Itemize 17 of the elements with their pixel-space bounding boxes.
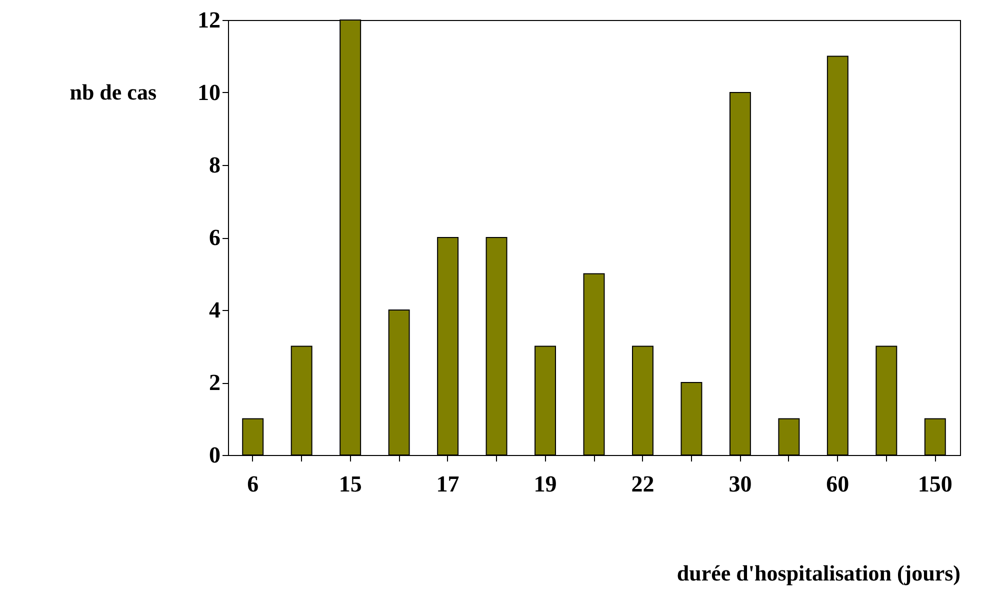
- x-tick-label: 19: [534, 472, 557, 496]
- y-tick-label: 6: [209, 225, 220, 250]
- x-tick-label: 6: [247, 472, 259, 496]
- x-tick-label: 60: [826, 472, 850, 496]
- y-axis-title: nb de cas: [70, 80, 157, 104]
- y-tick-label: 12: [198, 8, 220, 32]
- x-axis-title: durée d'hospitalisation (jours): [676, 560, 960, 586]
- x-tick-label: 30: [728, 472, 752, 496]
- y-tick-label: 10: [198, 80, 220, 105]
- x-tick-label: 15: [338, 472, 362, 496]
- y-tick-label: 2: [209, 370, 220, 395]
- x-tick-label: 22: [631, 472, 654, 496]
- x-tick-label: 17: [436, 472, 460, 496]
- y-tick-label: 8: [209, 152, 220, 178]
- y-tick-label: 4: [209, 298, 221, 322]
- y-tick-label: 0: [209, 442, 220, 468]
- x-tick-label: 150: [918, 472, 952, 496]
